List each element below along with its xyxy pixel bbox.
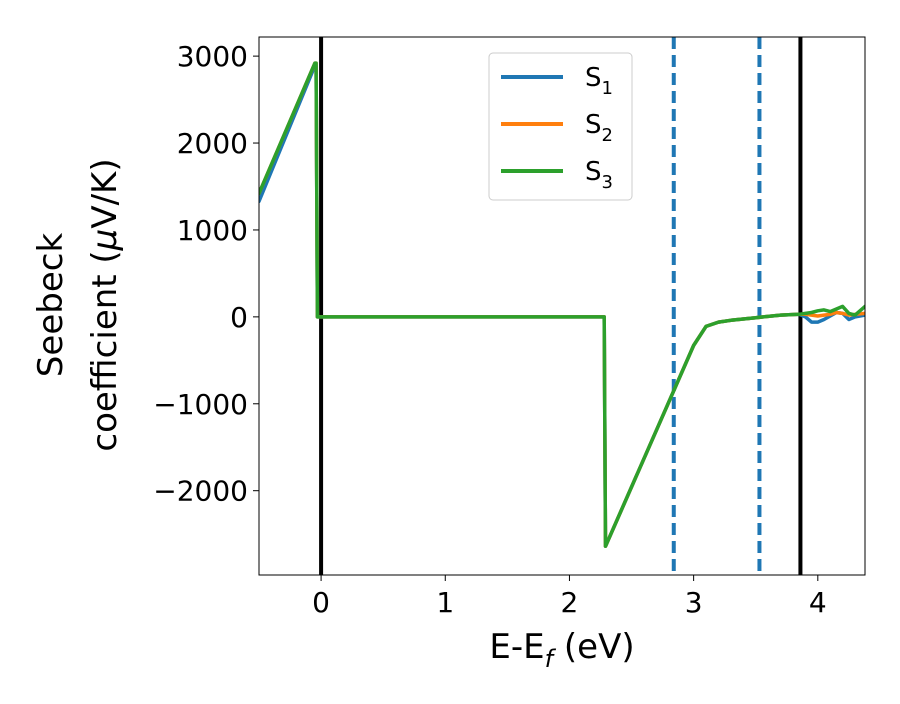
- legend-label-3: S3: [585, 157, 613, 193]
- x-tick-label: 1: [436, 586, 454, 619]
- x-tick-label: 4: [809, 586, 827, 619]
- x-tick-label: 0: [312, 586, 330, 619]
- y-tick-label: −1000: [153, 388, 248, 421]
- y-axis-label-line2: coefficient (μV/K): [85, 158, 125, 451]
- y-axis-ticks: 3000 2000 1000 0 −1000 −2000: [153, 40, 259, 508]
- y-axis-label: Seebeck coefficient (μV/K): [31, 158, 125, 451]
- y-tick-label: 1000: [177, 214, 248, 247]
- series-line-3: [259, 61, 865, 549]
- legend-label-1: S1: [585, 63, 613, 99]
- legend-frame: [488, 52, 633, 201]
- y-axis-label-line1: Seebeck: [31, 233, 71, 378]
- reference-lines: [319, 37, 803, 575]
- y-axis-label-line2-prefix: coefficient (: [85, 250, 125, 451]
- y-axis-label-mu: μ: [85, 229, 125, 252]
- series-lines: [259, 61, 865, 549]
- x-axis-label-unit: (eV): [553, 627, 635, 667]
- x-tick-label: 2: [561, 586, 579, 619]
- y-tick-label: 2000: [177, 127, 248, 160]
- plot-frame: [258, 36, 866, 576]
- y-tick-label: 3000: [177, 40, 248, 73]
- x-axis-label-main: E-E: [489, 627, 544, 667]
- x-axis-ticks: 0 1 2 3 4: [312, 575, 827, 619]
- x-axis-label: E-Ef (eV): [489, 627, 634, 673]
- y-axis-label-line2-suffix: V/K): [85, 158, 125, 228]
- legend: S1 S2 S3: [488, 52, 633, 201]
- y-tick-label: −2000: [153, 475, 248, 508]
- legend-items: S1 S2 S3: [501, 63, 613, 193]
- x-tick-label: 3: [685, 586, 703, 619]
- y-tick-label: 0: [230, 301, 248, 334]
- legend-label-2: S2: [585, 110, 613, 146]
